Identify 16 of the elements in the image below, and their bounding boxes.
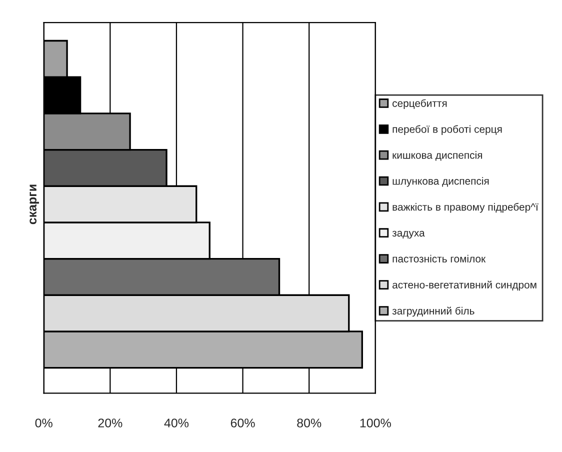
legend-label: пастозність гомілок: [392, 254, 486, 262]
legend-label: важкість в правому підребер^ї: [392, 202, 538, 213]
legend-label: загрудинний біль: [392, 306, 474, 317]
x-tick-label: 100%: [360, 418, 391, 428]
x-tick-label: 0%: [35, 418, 52, 428]
x-tick-label: 80%: [297, 418, 322, 428]
x-tick-label: 20%: [98, 418, 122, 428]
x-tick-label: 60%: [230, 418, 255, 428]
legend-label: перебої в роботі серця: [392, 125, 502, 135]
legend-label: шлункова диспепсія: [392, 177, 489, 187]
legend-label: кишкова диспепсія: [392, 151, 482, 161]
legend-label: задуха: [392, 230, 425, 239]
legend-label: серцебиття: [392, 99, 447, 110]
legend-label: астено-вегетативний синдром: [392, 280, 536, 291]
y-tick-label: скарги: [30, 184, 39, 224]
x-tick-label: 40%: [164, 418, 189, 428]
